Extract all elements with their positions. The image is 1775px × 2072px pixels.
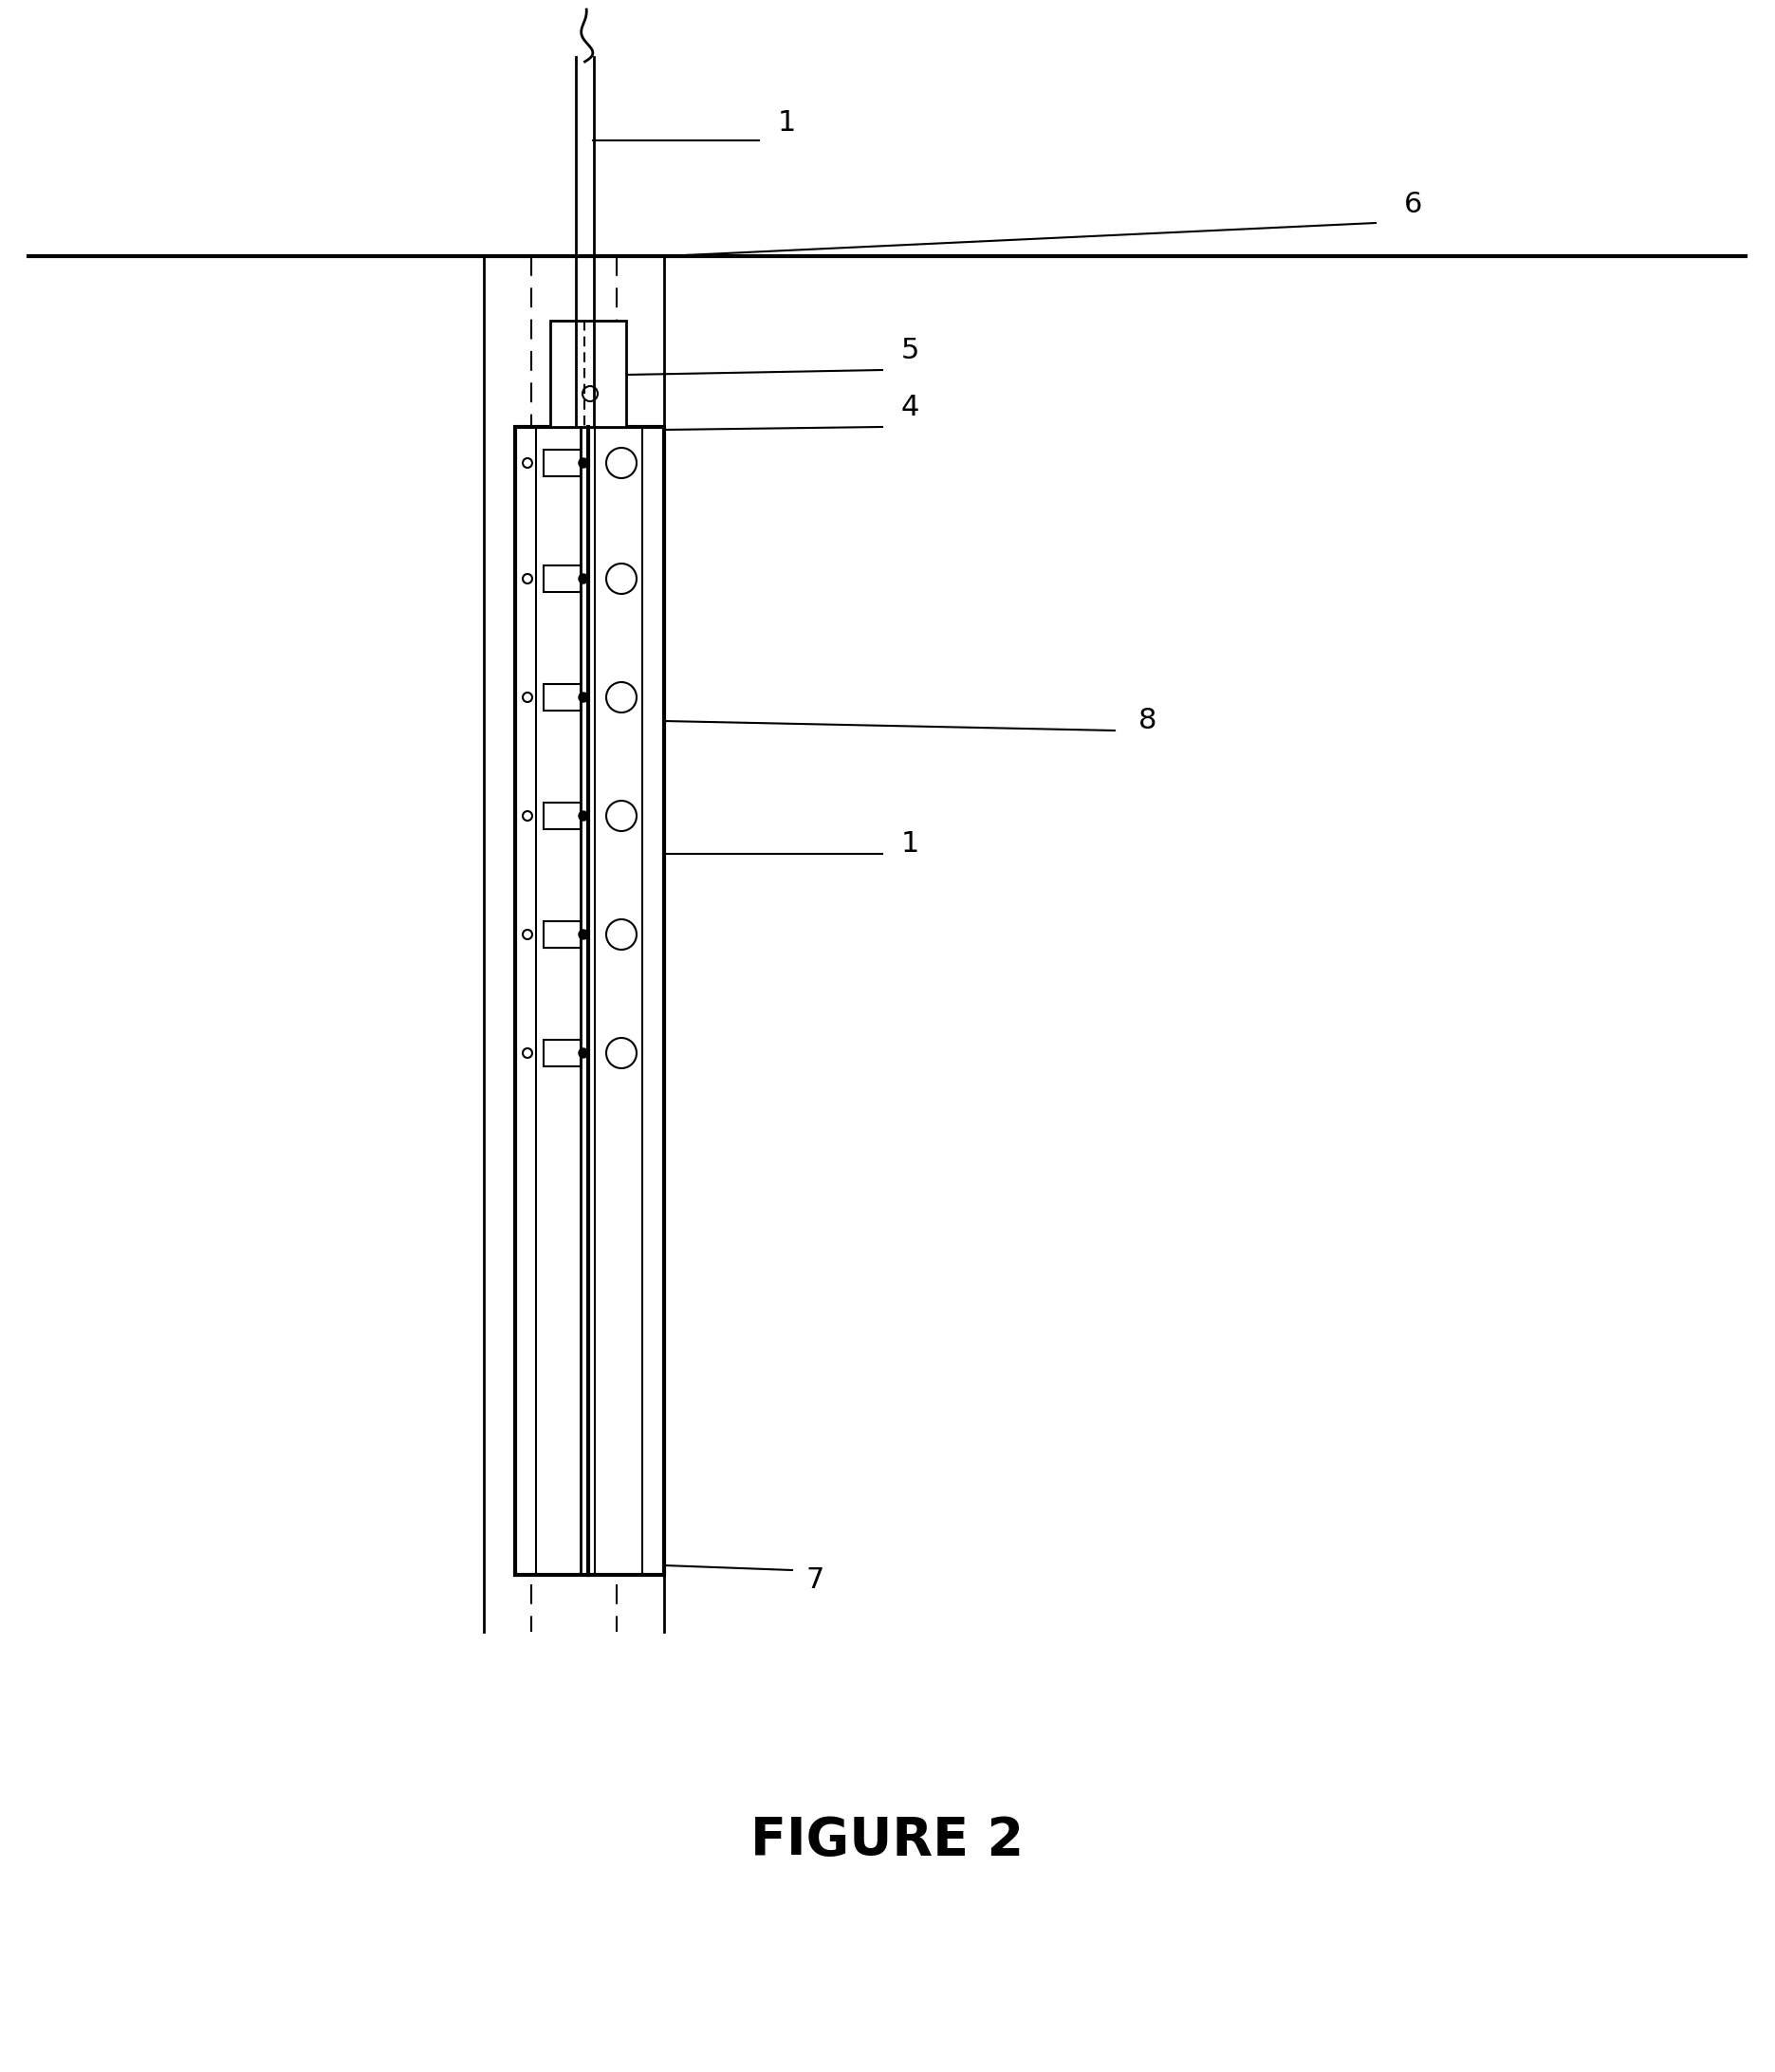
Text: 6: 6 [1404,191,1422,218]
Circle shape [579,810,588,821]
Text: 1: 1 [777,110,797,137]
Circle shape [579,458,588,468]
Bar [543,1040,580,1067]
Circle shape [579,692,588,702]
Text: 1: 1 [902,831,919,858]
Text: 5: 5 [902,338,919,365]
Bar [543,450,580,477]
Circle shape [579,574,588,584]
Bar [550,321,627,427]
Circle shape [579,930,588,939]
Text: FIGURE 2: FIGURE 2 [751,1815,1024,1867]
Bar [543,566,580,593]
Text: 7: 7 [806,1566,825,1593]
Bar [543,802,580,829]
Text: 8: 8 [1138,707,1157,736]
Text: 4: 4 [902,394,919,423]
Bar [543,684,580,711]
Bar [543,922,580,947]
Circle shape [579,1048,588,1059]
Bar [515,427,664,1575]
